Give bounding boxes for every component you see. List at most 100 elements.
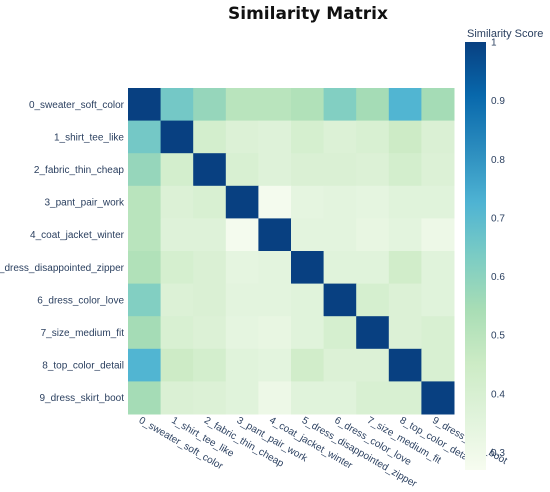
heatmap-cell — [323, 381, 357, 415]
colorbar-ticks: 1 0.9 0.8 0.7 0.6 0.5 0.4 0.3 — [491, 38, 505, 459]
heatmap-cell — [388, 348, 422, 382]
y-tick-label: 8_top_color_detail — [42, 361, 124, 372]
heatmap-cell — [421, 153, 455, 187]
heatmap-cell — [225, 316, 259, 350]
heatmap-cell — [356, 381, 390, 415]
heatmap-cell — [356, 348, 390, 382]
heatmap-cell — [258, 185, 292, 219]
heatmap-cell — [160, 348, 194, 382]
heatmap-cell — [323, 120, 357, 154]
heatmap-cell — [193, 251, 227, 285]
chart-title: Similarity Matrix — [228, 4, 388, 24]
colorbar — [465, 42, 486, 470]
heatmap-cell — [160, 88, 194, 122]
heatmap-cell — [356, 120, 390, 154]
y-tick-label: 6_dress_color_love — [37, 295, 124, 306]
heatmap-cell — [291, 348, 325, 382]
heatmap-cell — [388, 316, 422, 350]
heatmap-cell — [291, 283, 325, 317]
heatmap-cell — [421, 218, 455, 252]
heatmap-cell — [128, 153, 162, 187]
colorbar-title: Similarity Score — [467, 28, 543, 40]
colorbar-tick-label: 0.4 — [491, 389, 505, 400]
heatmap-cell — [258, 88, 292, 122]
heatmap-cell — [128, 251, 162, 285]
heatmap-cell — [160, 283, 194, 317]
heatmap-cell — [225, 218, 259, 252]
heatmap-cells — [128, 88, 455, 415]
x-axis-labels: 0_sweater_soft_color1_shirt_tee_like2_fa… — [137, 415, 509, 490]
heatmap-cell — [225, 283, 259, 317]
heatmap-cell — [388, 88, 422, 122]
heatmap-cell — [160, 316, 194, 350]
heatmap-cell — [291, 120, 325, 154]
heatmap-cell — [421, 251, 455, 285]
heatmap-cell — [225, 348, 259, 382]
colorbar-tick-label: 0.7 — [491, 213, 505, 224]
heatmap-cell — [128, 316, 162, 350]
heatmap-cell — [356, 283, 390, 317]
heatmap-cell — [388, 185, 422, 219]
heatmap-cell — [193, 185, 227, 219]
heatmap-cell — [160, 218, 194, 252]
colorbar-tick-label: 0.6 — [491, 272, 505, 283]
heatmap-cell — [421, 88, 455, 122]
heatmap-cell — [160, 381, 194, 415]
heatmap-cell — [258, 251, 292, 285]
heatmap-cell — [160, 120, 194, 154]
heatmap-cell — [225, 153, 259, 187]
heatmap-cell — [421, 120, 455, 154]
heatmap-cell — [291, 88, 325, 122]
y-tick-label: 5_dress_disappointed_zipper — [0, 263, 125, 274]
heatmap-cell — [258, 218, 292, 252]
heatmap-cell — [193, 88, 227, 122]
heatmap-cell — [128, 283, 162, 317]
y-tick-label: 1_shirt_tee_like — [54, 132, 124, 143]
heatmap-cell — [291, 153, 325, 187]
heatmap-cell — [323, 88, 357, 122]
heatmap-cell — [421, 316, 455, 350]
y-tick-label: 7_size_medium_fit — [41, 328, 125, 339]
heatmap-cell — [421, 283, 455, 317]
heatmap-cell — [291, 381, 325, 415]
heatmap-cell — [128, 185, 162, 219]
heatmap-cell — [128, 120, 162, 154]
heatmap-cell — [356, 88, 390, 122]
heatmap-cell — [193, 348, 227, 382]
heatmap-cell — [225, 185, 259, 219]
heatmap-cell — [356, 218, 390, 252]
heatmap-cell — [258, 381, 292, 415]
heatmap-cell — [421, 381, 455, 415]
y-tick-label: 9_dress_skirt_boot — [40, 393, 125, 404]
heatmap-cell — [388, 251, 422, 285]
y-axis-labels: 0_sweater_soft_color 1_shirt_tee_like 2_fa… — [0, 100, 125, 404]
heatmap-cell — [258, 348, 292, 382]
y-tick-label: 4_coat_jacket_winter — [30, 230, 125, 241]
heatmap-cell — [356, 316, 390, 350]
heatmap-cell — [323, 348, 357, 382]
heatmap-cell — [323, 218, 357, 252]
heatmap-cell — [128, 218, 162, 252]
heatmap-cell — [160, 153, 194, 187]
y-tick-label: 0_sweater_soft_color — [29, 100, 125, 111]
colorbar-tick-label: 1 — [491, 38, 497, 49]
heatmap-cell — [323, 316, 357, 350]
heatmap-cell — [193, 153, 227, 187]
heatmap-cell — [388, 120, 422, 154]
heatmap-cell — [128, 381, 162, 415]
colorbar-tick-label: 0.5 — [491, 331, 505, 342]
heatmap-cell — [258, 283, 292, 317]
heatmap-cell — [291, 218, 325, 252]
heatmap-cell — [193, 120, 227, 154]
y-tick-label: 3_pant_pair_work — [45, 198, 125, 209]
heatmap-cell — [128, 88, 162, 122]
heatmap-cell — [258, 120, 292, 154]
heatmap-cell — [356, 251, 390, 285]
heatmap-cell — [193, 283, 227, 317]
heatmap-cell — [160, 185, 194, 219]
heatmap-cell — [388, 153, 422, 187]
heatmap-cell — [421, 348, 455, 382]
heatmap-cell — [160, 251, 194, 285]
heatmap-cell — [388, 218, 422, 252]
